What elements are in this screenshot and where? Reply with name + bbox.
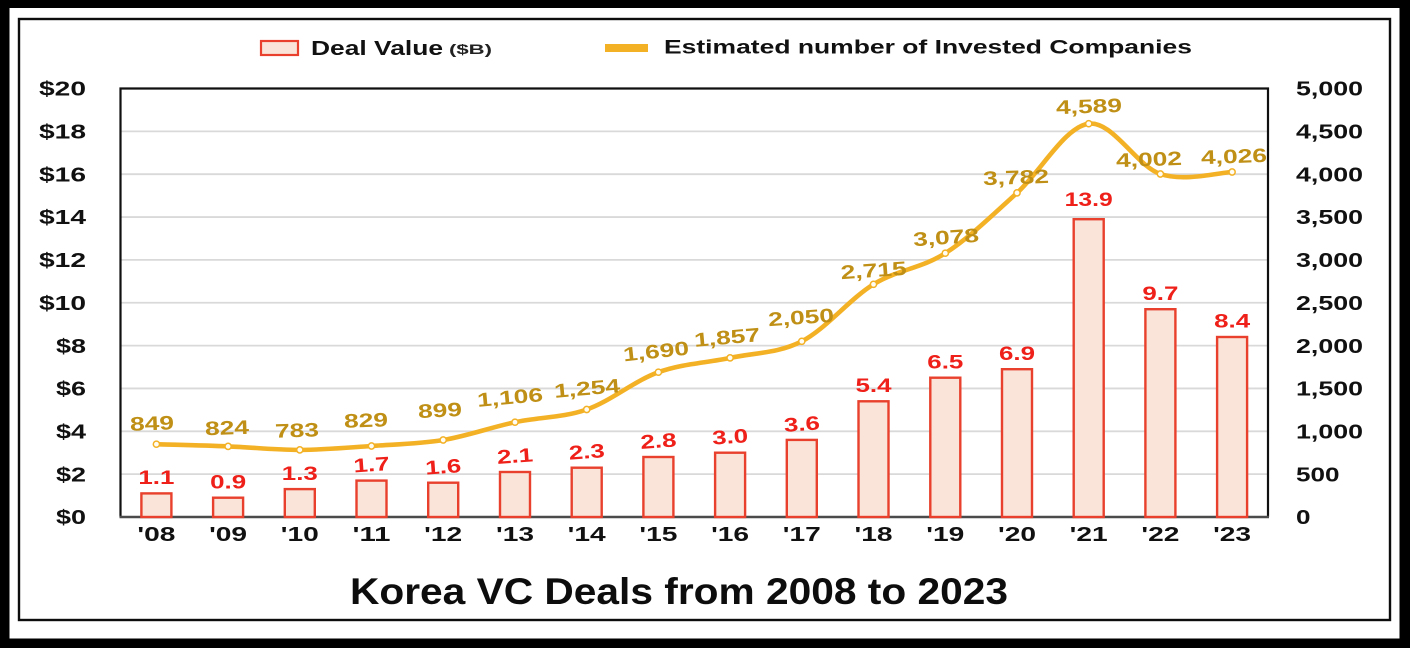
svg-text:'11: '11	[353, 524, 391, 546]
svg-text:3,078: 3,078	[912, 225, 980, 252]
svg-text:'13: '13	[496, 524, 534, 546]
svg-text:2,500: 2,500	[1296, 293, 1363, 315]
svg-text:($B): ($B)	[449, 41, 492, 57]
svg-text:2.1: 2.1	[496, 444, 534, 468]
svg-text:'23: '23	[1213, 524, 1251, 546]
svg-text:'15: '15	[639, 524, 677, 546]
svg-text:'18: '18	[855, 524, 893, 546]
svg-text:9.7: 9.7	[1142, 283, 1178, 305]
svg-text:1,500: 1,500	[1296, 379, 1363, 401]
svg-text:'14: '14	[568, 524, 607, 546]
svg-text:3.6: 3.6	[783, 412, 821, 436]
svg-text:$4: $4	[56, 422, 87, 444]
svg-text:3,782: 3,782	[983, 166, 1050, 190]
svg-text:3.0: 3.0	[711, 425, 749, 449]
svg-text:'08: '08	[137, 524, 175, 546]
svg-text:849: 849	[130, 412, 175, 436]
svg-text:1.7: 1.7	[353, 453, 390, 477]
svg-text:'17: '17	[783, 524, 821, 546]
svg-text:829: 829	[344, 409, 389, 433]
svg-text:2,000: 2,000	[1296, 336, 1363, 358]
svg-text:'20: '20	[998, 524, 1036, 546]
svg-text:6.9: 6.9	[999, 343, 1035, 365]
svg-text:8.4: 8.4	[1214, 311, 1250, 333]
svg-text:5,000: 5,000	[1296, 79, 1363, 101]
svg-text:'16: '16	[711, 524, 749, 546]
svg-text:2,050: 2,050	[767, 305, 835, 332]
svg-text:0.9: 0.9	[210, 471, 246, 493]
svg-text:$2: $2	[56, 464, 86, 486]
svg-text:3,000: 3,000	[1296, 250, 1363, 272]
svg-text:'22: '22	[1141, 524, 1179, 546]
svg-text:'19: '19	[926, 524, 964, 546]
svg-text:13.9: 13.9	[1065, 189, 1113, 211]
svg-text:'12: '12	[424, 524, 462, 546]
svg-text:$16: $16	[39, 164, 86, 186]
svg-text:824: 824	[205, 417, 250, 441]
svg-text:5.4: 5.4	[856, 375, 892, 397]
svg-text:4,589: 4,589	[1056, 95, 1123, 119]
svg-text:$20: $20	[39, 79, 86, 101]
svg-text:'21: '21	[1070, 524, 1108, 546]
svg-text:783: 783	[275, 419, 320, 443]
svg-text:$10: $10	[39, 293, 86, 315]
svg-text:'09: '09	[209, 524, 247, 546]
svg-text:2.3: 2.3	[568, 440, 606, 464]
svg-text:6.5: 6.5	[927, 351, 963, 373]
svg-text:0: 0	[1296, 507, 1311, 529]
svg-text:Estimated number of Invested C: Estimated number of Invested Companies	[664, 37, 1192, 59]
svg-text:'10: '10	[281, 524, 319, 546]
svg-text:$8: $8	[56, 336, 86, 358]
svg-text:3,500: 3,500	[1296, 207, 1363, 229]
svg-text:1,000: 1,000	[1296, 422, 1363, 444]
svg-text:500: 500	[1296, 464, 1340, 486]
svg-text:$0: $0	[56, 507, 86, 529]
svg-text:4,500: 4,500	[1296, 122, 1363, 144]
svg-text:1.6: 1.6	[425, 455, 463, 479]
svg-text:899: 899	[418, 399, 463, 423]
svg-text:1.1: 1.1	[138, 467, 174, 489]
svg-text:4,000: 4,000	[1296, 164, 1363, 186]
svg-text:$18: $18	[39, 122, 86, 144]
svg-text:$6: $6	[56, 379, 86, 401]
svg-text:2.8: 2.8	[640, 429, 678, 453]
svg-text:Deal Value: Deal Value	[311, 38, 443, 60]
svg-text:2,715: 2,715	[840, 258, 908, 285]
svg-text:4,002: 4,002	[1116, 148, 1183, 172]
svg-text:1.3: 1.3	[282, 463, 318, 485]
svg-text:4,026: 4,026	[1201, 145, 1268, 169]
svg-text:$12: $12	[39, 250, 86, 272]
svg-text:Korea VC Deals from 2008 to 20: Korea VC Deals from 2008 to 2023	[350, 571, 1008, 612]
svg-text:$14: $14	[39, 207, 87, 229]
